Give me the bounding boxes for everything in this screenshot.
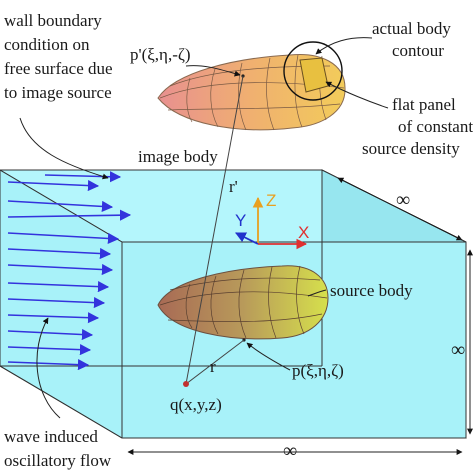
image-body [157,41,346,131]
actual-body-label-line1: actual body [372,19,451,38]
wall-boundary-label-line4: to image source [4,83,112,102]
source-point-leader [246,342,291,371]
source-body-grid [159,265,328,339]
image-point-leader [185,65,241,77]
wave-flow-leader [36,317,61,419]
flat-panel-label-line2: of constant [398,117,474,136]
r-prime-label: r' [229,177,238,196]
wave-flow-label-line1: wave induced [4,427,98,446]
height-infinity-label: ∞ [451,339,466,361]
dimension-arrows [127,177,473,455]
wall-boundary-label-line2: condition on [4,35,90,54]
flow-arrow [7,296,106,309]
y-axis [235,232,259,245]
flow-arrow [7,200,114,213]
r-prime-line [185,75,244,385]
flow-arrow [7,312,100,324]
r-line [185,339,245,385]
distance-lines [185,75,245,385]
actual-body-label-line2: contour [392,41,444,60]
source-body [157,265,329,342]
wall-boundary-leader [19,117,109,180]
wall-boundary-label-line1: wall boundary [4,11,102,30]
box-edge-diagonal-bottom [0,365,123,439]
actual-body-leader [315,37,373,55]
source-body-hull [157,265,329,340]
source-point-label: p(ξ,η,ζ) [292,361,344,380]
leader-lines [19,37,389,419]
depth-infinity-label: ∞ [396,189,411,211]
flow-arrows [7,171,132,371]
field-point-marker [183,381,189,387]
source-body-leader [307,289,327,297]
image-body-label: image body [138,147,218,166]
flat-panel-label-line1: flat panel [392,95,456,114]
y-axis-label: Y [235,211,247,230]
actual-body-contour-circle [283,41,343,101]
image-point-label: p'(ξ,η,-ζ) [130,45,191,64]
x-axis-label: X [298,223,310,242]
wall-boundary-label-line3: free surface due [4,59,113,78]
flow-arrow [7,209,132,221]
flow-arrow [7,232,120,245]
image-body-hull [157,54,346,131]
wave-flow-label-line2: oscillatory flow [4,451,112,470]
coordinate-axes [235,196,308,250]
depth-dimension-arrow-start [337,177,463,241]
flow-arrow [7,263,114,276]
flow-arrow [7,344,92,356]
flow-arrow [7,359,90,371]
source-body-label: source body [330,281,413,300]
flow-arrow [7,281,110,293]
flow-arrow [7,179,100,192]
flow-arrow [7,247,112,260]
length-infinity-label: ∞ [283,440,298,462]
flat-panel-label-line3: source density [362,139,460,158]
field-point-label: q(x,y,z) [170,395,222,414]
flow-arrow [7,328,94,341]
z-axis-label: Z [266,191,277,210]
r-label: r [210,357,216,376]
flat-panel-leader [325,81,389,109]
